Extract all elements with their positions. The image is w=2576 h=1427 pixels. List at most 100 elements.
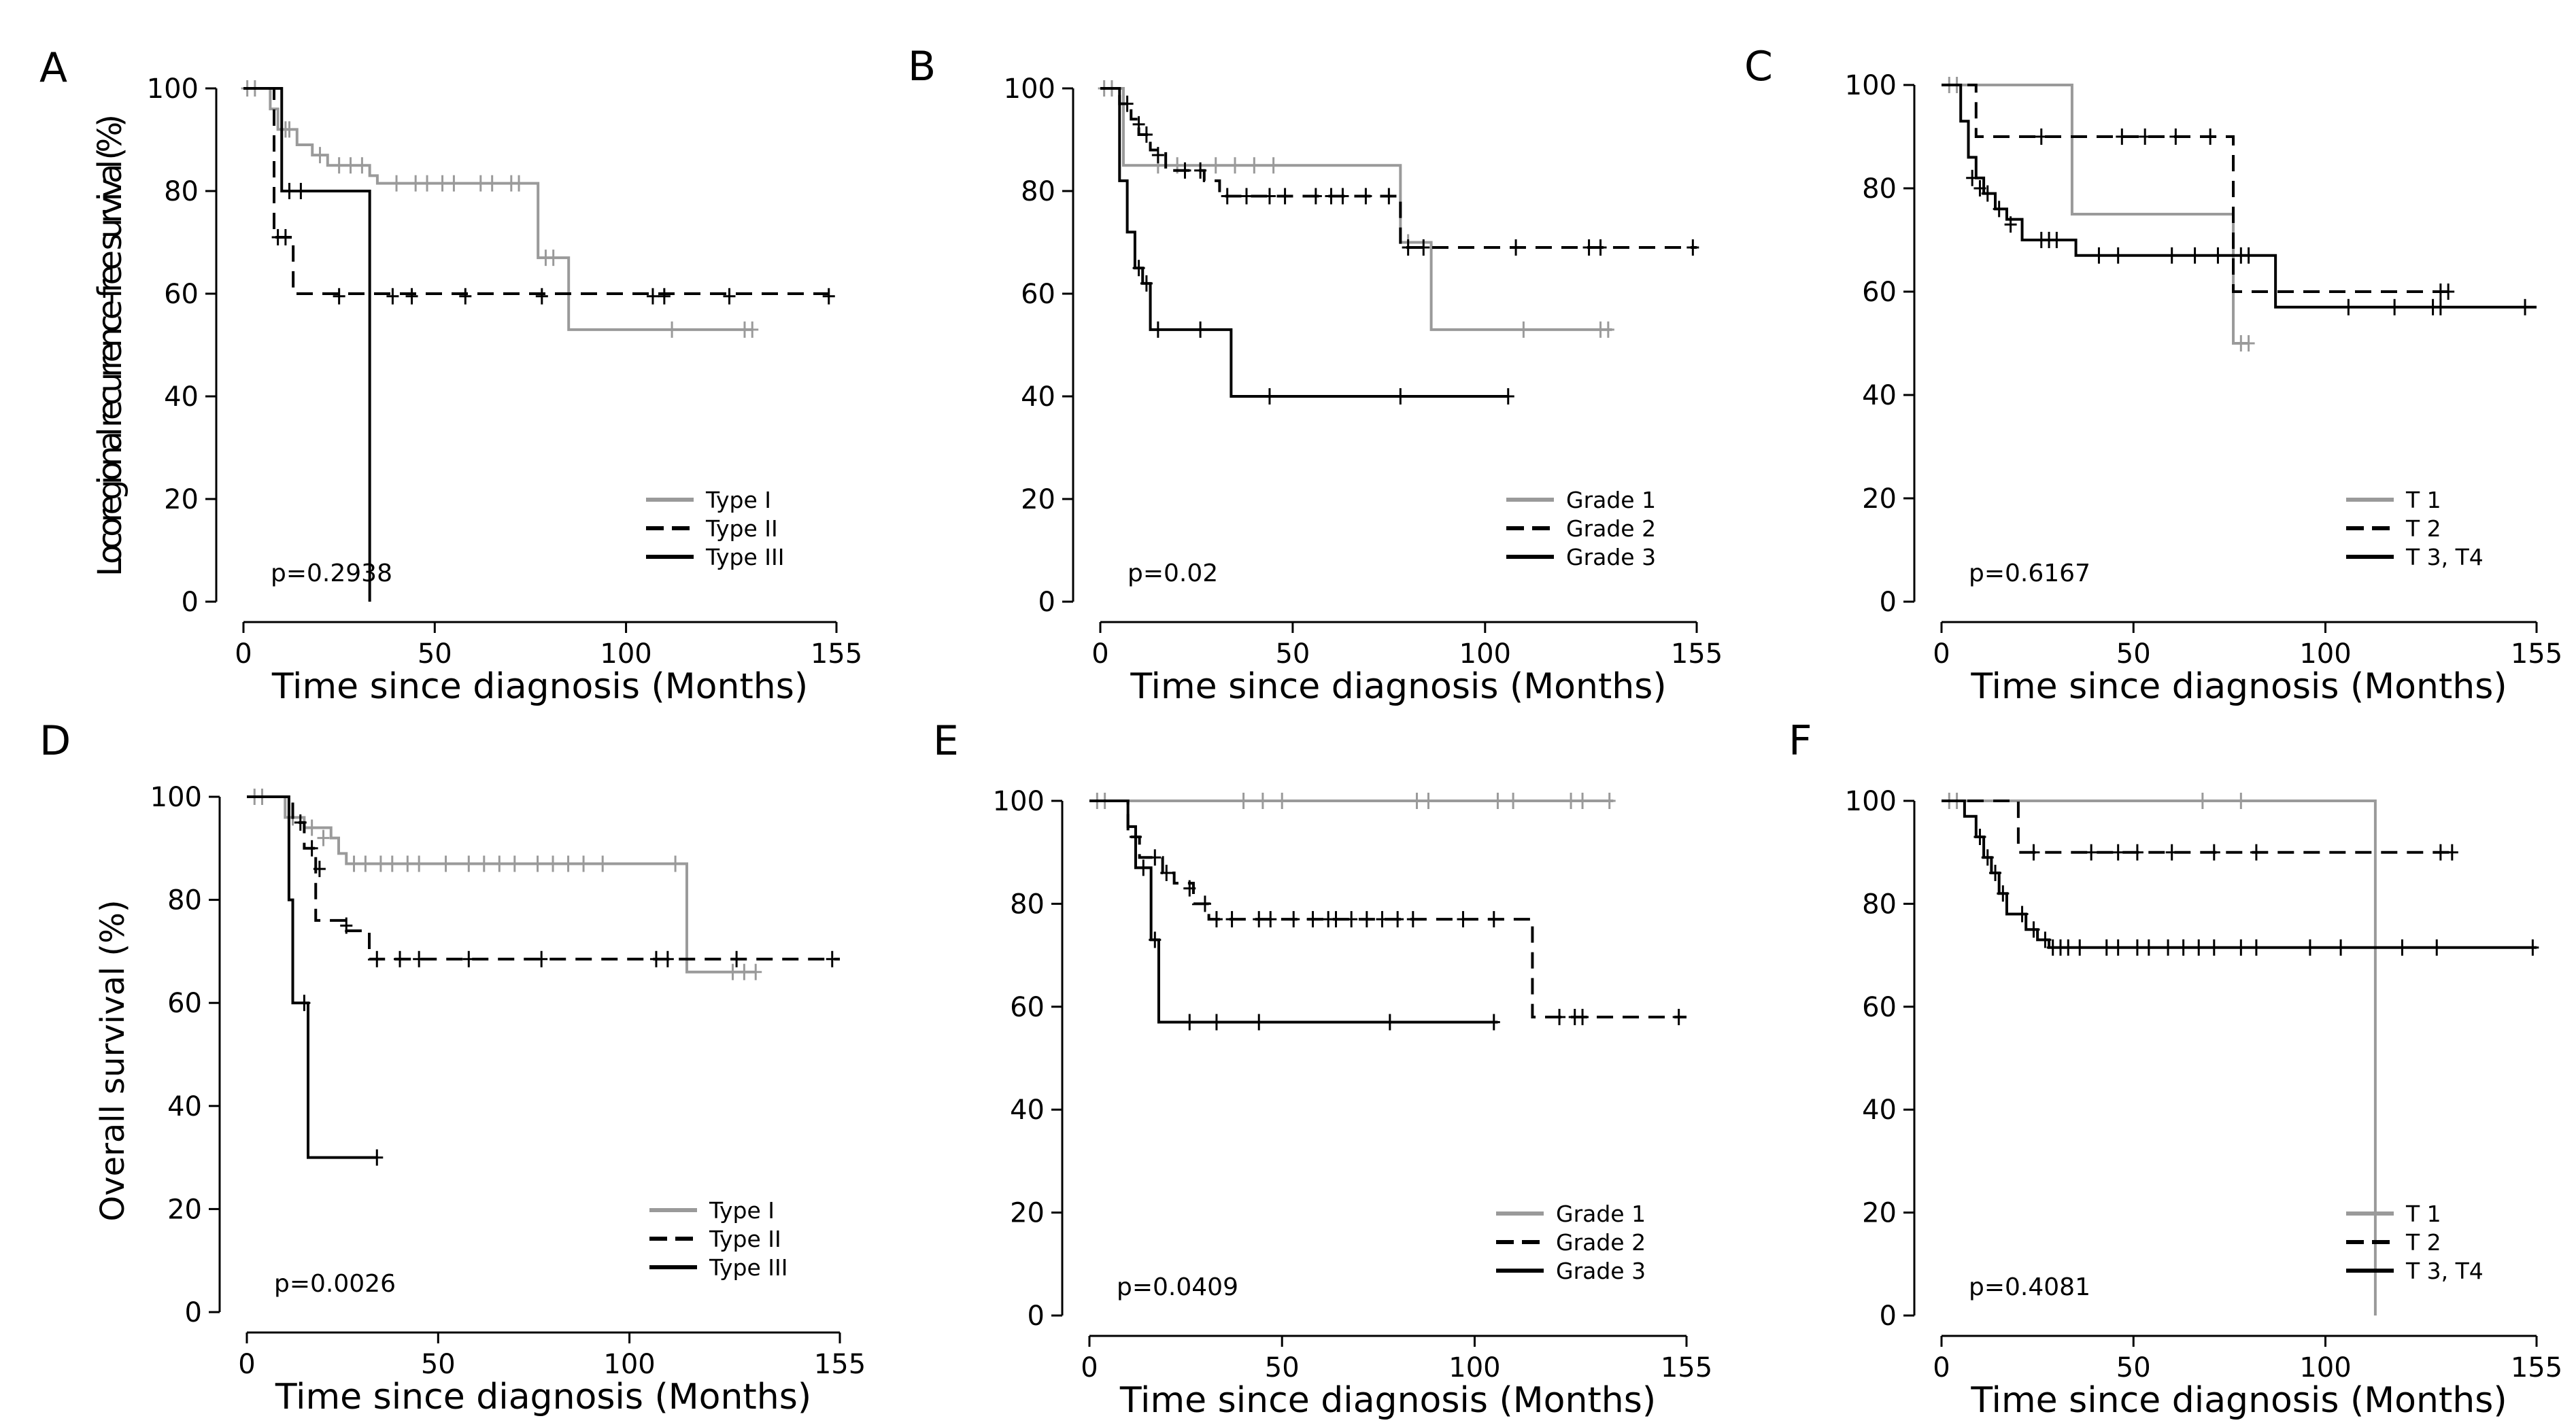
censor-mark — [2250, 844, 2263, 861]
x-tick-label: 100 — [1448, 1352, 1500, 1383]
censor-mark — [279, 228, 292, 245]
censor-mark — [359, 855, 372, 872]
x-axis-label: Time since diagnosis (Months) — [1130, 666, 1666, 707]
censor-mark — [313, 147, 326, 164]
censor-mark — [1229, 157, 1242, 174]
y-tick-label: 60 — [164, 279, 199, 310]
panel-letter: F — [1789, 717, 1812, 765]
censor-mark — [2139, 128, 2152, 145]
censor-mark — [2519, 298, 2532, 315]
x-axis-label: Time since diagnosis (Months) — [1970, 666, 2507, 707]
legend-label: Type III — [705, 544, 784, 570]
censor-mark — [1194, 162, 1207, 179]
p-value: p=0.2938 — [271, 560, 392, 587]
censor-mark — [822, 288, 835, 305]
censor-mark — [1264, 911, 1277, 928]
censor-mark — [2303, 939, 2316, 956]
y-tick-label: 100 — [993, 786, 1045, 817]
censor-mark — [413, 855, 426, 872]
censor-mark — [1160, 864, 1173, 881]
censor-mark — [333, 157, 345, 174]
censor-mark — [283, 183, 296, 199]
y-tick-label: 40 — [1862, 380, 1897, 411]
series-line-1 — [1942, 800, 2377, 1316]
censor-mark — [666, 321, 679, 338]
censor-mark — [1137, 859, 1150, 876]
censor-mark — [508, 855, 521, 872]
censor-mark — [2526, 939, 2539, 956]
censor-mark — [1603, 793, 1616, 809]
censor-mark — [477, 855, 490, 872]
censor-mark — [661, 950, 674, 967]
censor-mark — [2112, 844, 2124, 861]
censor-mark — [1394, 388, 1407, 405]
y-tick-label: 0 — [1880, 1301, 1897, 1332]
censor-mark — [1973, 828, 1986, 845]
censor-mark — [1491, 793, 1504, 809]
p-value: p=0.0026 — [274, 1270, 396, 1298]
censor-mark — [1360, 911, 1373, 928]
series-line-3 — [243, 87, 371, 602]
censor-mark — [371, 1149, 384, 1166]
y-tick-label: 40 — [167, 1091, 202, 1122]
censor-mark — [2434, 298, 2447, 315]
censor-mark — [1198, 895, 1211, 912]
censor-mark — [486, 175, 498, 192]
x-tick-label: 155 — [2511, 1352, 2562, 1383]
legend-label: Grade 1 — [1556, 1201, 1646, 1227]
censor-mark — [413, 950, 426, 967]
legend-label: T 3, T4 — [2405, 1258, 2484, 1284]
panel-letter: D — [39, 717, 71, 765]
y-tick-label: 80 — [1862, 173, 1897, 205]
censor-mark — [2142, 939, 2155, 956]
series-line-2 — [1100, 87, 1697, 250]
censor-mark — [1221, 188, 1234, 205]
x-tick-label: 50 — [1275, 638, 1310, 670]
censor-mark — [313, 861, 326, 878]
censor-mark — [2162, 939, 2175, 956]
y-tick-label: 100 — [1845, 786, 1897, 817]
censor-mark — [649, 950, 662, 967]
censor-mark — [1345, 911, 1358, 928]
x-tick-label: 100 — [603, 1349, 655, 1380]
panel-letter: E — [933, 717, 959, 765]
legend-label: T 3, T4 — [2405, 544, 2484, 570]
y-tick-label: 60 — [1862, 277, 1897, 308]
censor-mark — [723, 288, 736, 305]
censor-mark — [2169, 128, 2182, 145]
series-line-3 — [1942, 84, 2537, 309]
censor-mark — [2092, 247, 2105, 264]
censor-mark — [1601, 321, 1614, 338]
x-tick-label: 50 — [421, 1349, 456, 1380]
y-tick-label: 0 — [185, 1297, 202, 1328]
censor-mark — [2165, 844, 2178, 861]
censor-mark — [1383, 188, 1395, 205]
x-tick-label: 50 — [1265, 1352, 1300, 1383]
legend-label: Type I — [709, 1197, 775, 1224]
censor-mark — [746, 321, 759, 338]
censor-mark — [1132, 116, 1145, 133]
y-tick-label: 80 — [167, 885, 202, 916]
censor-mark — [371, 950, 384, 967]
censor-mark — [447, 175, 460, 192]
censor-mark — [2039, 931, 2052, 948]
x-tick-label: 100 — [600, 638, 651, 670]
series-line-2 — [1942, 84, 2449, 293]
censor-mark — [409, 175, 422, 192]
y-tick-label: 40 — [1862, 1095, 1897, 1126]
censor-mark — [386, 288, 399, 305]
y-tick-label: 0 — [182, 587, 199, 618]
censor-mark — [730, 950, 743, 967]
censor-mark — [1209, 157, 1222, 174]
censor-mark — [646, 288, 659, 305]
censor-mark — [2100, 939, 2113, 956]
x-tick-label: 50 — [2116, 1352, 2151, 1383]
censor-mark — [535, 288, 548, 305]
x-tick-label: 0 — [1933, 1352, 1950, 1383]
censor-mark — [577, 855, 590, 872]
y-tick-label: 20 — [1010, 1198, 1045, 1229]
censor-mark — [1267, 157, 1280, 174]
censor-mark — [356, 157, 369, 174]
